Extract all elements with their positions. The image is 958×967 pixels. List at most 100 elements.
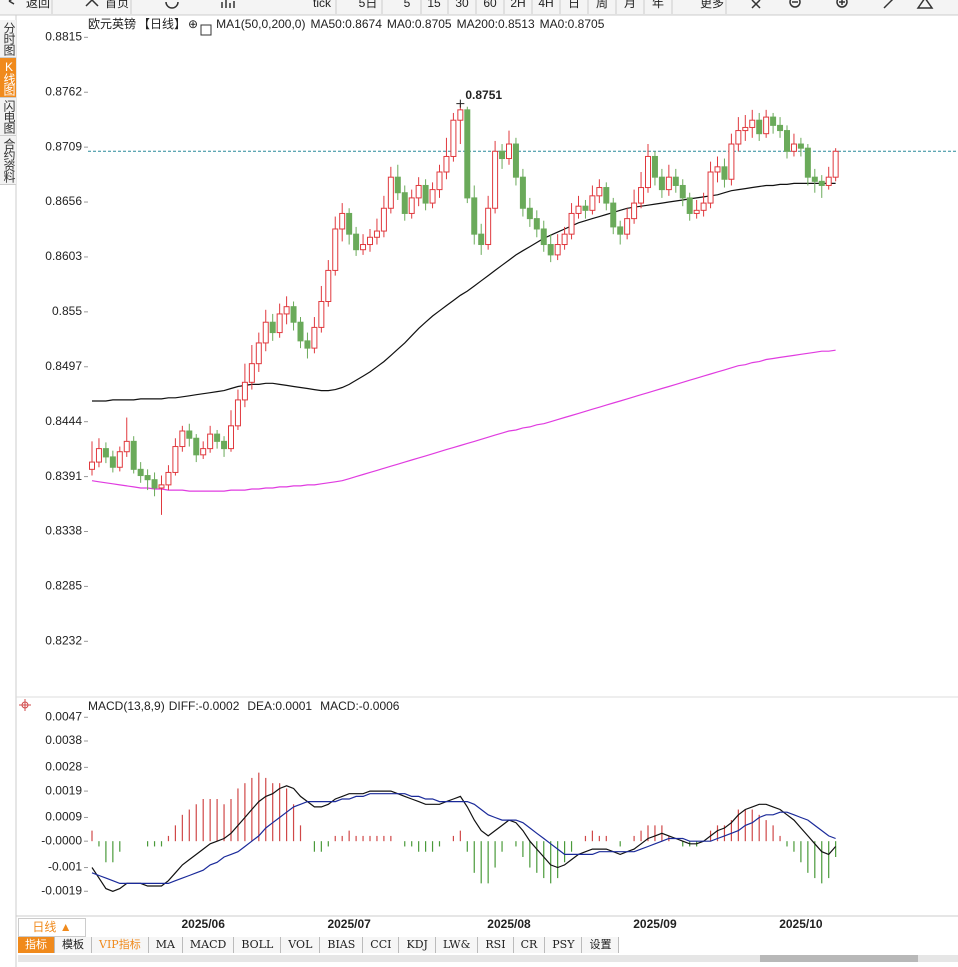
legend-text: MA0:0.8705 bbox=[387, 17, 452, 31]
candle-body bbox=[478, 233, 485, 246]
scrollbar[interactable] bbox=[18, 955, 958, 962]
candle-body bbox=[533, 218, 540, 230]
indicator-tab[interactable]: CCI bbox=[363, 937, 400, 953]
candle-body bbox=[387, 176, 394, 209]
indicator-tab[interactable]: MACD bbox=[182, 937, 235, 953]
candle-body bbox=[700, 202, 707, 211]
legend-text: 【日线】 bbox=[138, 17, 186, 31]
candle-body bbox=[756, 119, 763, 135]
candle-body bbox=[130, 440, 137, 470]
indicator-tab[interactable]: BOLL bbox=[234, 937, 282, 953]
indicator-tab[interactable]: VIP指标 bbox=[92, 937, 149, 953]
side-tab[interactable]: 分时图 bbox=[0, 20, 16, 58]
candle-body bbox=[276, 313, 283, 334]
y-tick-label: 0.0038 bbox=[45, 733, 82, 747]
indicator-tab[interactable]: 指标 bbox=[18, 937, 55, 953]
y-tick-label: 0.8444 bbox=[45, 414, 82, 428]
y-tick-label: 0.855 bbox=[52, 304, 82, 318]
candle-body bbox=[526, 207, 533, 220]
candle-body bbox=[436, 171, 443, 191]
candle-body bbox=[234, 399, 241, 427]
candle-body bbox=[123, 440, 130, 453]
candle-body bbox=[394, 176, 401, 194]
toolbar-button[interactable]: 返回 bbox=[26, 0, 50, 10]
candle-body bbox=[770, 116, 777, 126]
candle-body bbox=[547, 244, 554, 256]
indicator-tab[interactable]: BIAS bbox=[320, 937, 364, 953]
toolbar-button[interactable]: 15 bbox=[427, 0, 441, 10]
side-tab[interactable]: 闪电图 bbox=[0, 98, 16, 136]
y-tick-label: 0.8709 bbox=[45, 139, 82, 153]
toolbar-button[interactable]: 60 bbox=[483, 0, 497, 10]
candle-body bbox=[728, 143, 735, 180]
candle-body bbox=[373, 230, 380, 238]
y-tick-label: -0.0000 bbox=[41, 833, 82, 847]
candle-body bbox=[144, 475, 151, 481]
side-tab[interactable]: 合约资料 bbox=[0, 136, 16, 185]
toolbar-icons bbox=[8, 0, 934, 9]
candle-body bbox=[332, 228, 339, 271]
toolbar-button[interactable]: 2H bbox=[510, 0, 525, 10]
toolbar-button[interactable]: 年 bbox=[652, 0, 664, 10]
x-tick-label: 2025/08 bbox=[487, 917, 531, 931]
indicator-tab[interactable]: 设置 bbox=[582, 937, 620, 953]
indicator-tab[interactable]: VOL bbox=[281, 937, 321, 953]
period-select[interactable]: 日线 ▲ bbox=[18, 918, 86, 937]
toolbar-button[interactable]: tick bbox=[313, 0, 332, 10]
toolbar-button[interactable]: 首页 bbox=[105, 0, 129, 10]
toolbar-button[interactable]: 日 bbox=[568, 0, 580, 10]
indicator-tab[interactable]: PSY bbox=[545, 937, 583, 953]
scroll-thumb[interactable] bbox=[760, 955, 918, 962]
candle-body bbox=[339, 212, 346, 230]
indicator-tab[interactable]: KDJ bbox=[399, 937, 436, 953]
candle-body bbox=[200, 448, 207, 456]
max-marker bbox=[456, 99, 465, 108]
legend-text: MA200:0.8513 bbox=[457, 17, 535, 31]
candle-body bbox=[151, 479, 158, 489]
candle-body bbox=[360, 244, 367, 251]
toolbar-button[interactable]: 月 bbox=[624, 0, 636, 10]
candle-body bbox=[617, 226, 624, 235]
candle-body bbox=[186, 430, 193, 439]
candle-body bbox=[221, 440, 228, 450]
legend-text: 欧元英镑 bbox=[88, 16, 136, 31]
toolbar-button[interactable]: 5日 bbox=[359, 0, 378, 10]
candle-body bbox=[450, 119, 457, 157]
candle-body bbox=[95, 448, 102, 463]
candle-body bbox=[443, 155, 450, 173]
candle-body bbox=[658, 176, 665, 191]
candle-body bbox=[742, 126, 749, 132]
toolbar-button[interactable]: 周 bbox=[596, 0, 608, 10]
toolbar-button[interactable]: 4H bbox=[538, 0, 553, 10]
indicator-tab[interactable]: RSI bbox=[478, 937, 514, 953]
candle-body bbox=[415, 184, 422, 199]
candle-body bbox=[707, 171, 714, 204]
candle-body bbox=[763, 116, 770, 135]
candle-body bbox=[582, 205, 589, 211]
candle-body bbox=[638, 187, 645, 204]
toolbar-button[interactable]: 30 bbox=[455, 0, 469, 10]
indicator-tab[interactable]: 模板 bbox=[55, 937, 92, 953]
candle-body bbox=[471, 197, 478, 235]
legend-text: MACD:-0.0006 bbox=[320, 699, 400, 713]
candle-body bbox=[193, 437, 200, 456]
candle-body bbox=[519, 176, 526, 209]
y-tick-label: -0.0019 bbox=[41, 883, 82, 897]
candle-body bbox=[832, 150, 839, 178]
side-tab[interactable]: K线图 bbox=[0, 58, 16, 98]
indicator-tab[interactable]: LW& bbox=[435, 937, 479, 953]
toolbar-button[interactable]: 5 bbox=[404, 0, 411, 10]
sidebar: 分时图 K线图 闪电图 合约资料 bbox=[0, 20, 16, 185]
candle-body bbox=[269, 321, 276, 334]
legend-text: ⊕ bbox=[188, 17, 198, 31]
candle-body bbox=[777, 124, 784, 132]
x-tick-label: 2025/09 bbox=[633, 917, 677, 931]
toolbar-button[interactable]: 更多 bbox=[700, 0, 724, 10]
candle-body bbox=[554, 244, 561, 256]
candle-body bbox=[589, 195, 596, 211]
indicator-tab[interactable]: MA bbox=[148, 937, 183, 953]
candle-body bbox=[499, 150, 506, 160]
candle-body bbox=[784, 130, 790, 152]
indicator-tab[interactable]: CR bbox=[513, 937, 546, 953]
